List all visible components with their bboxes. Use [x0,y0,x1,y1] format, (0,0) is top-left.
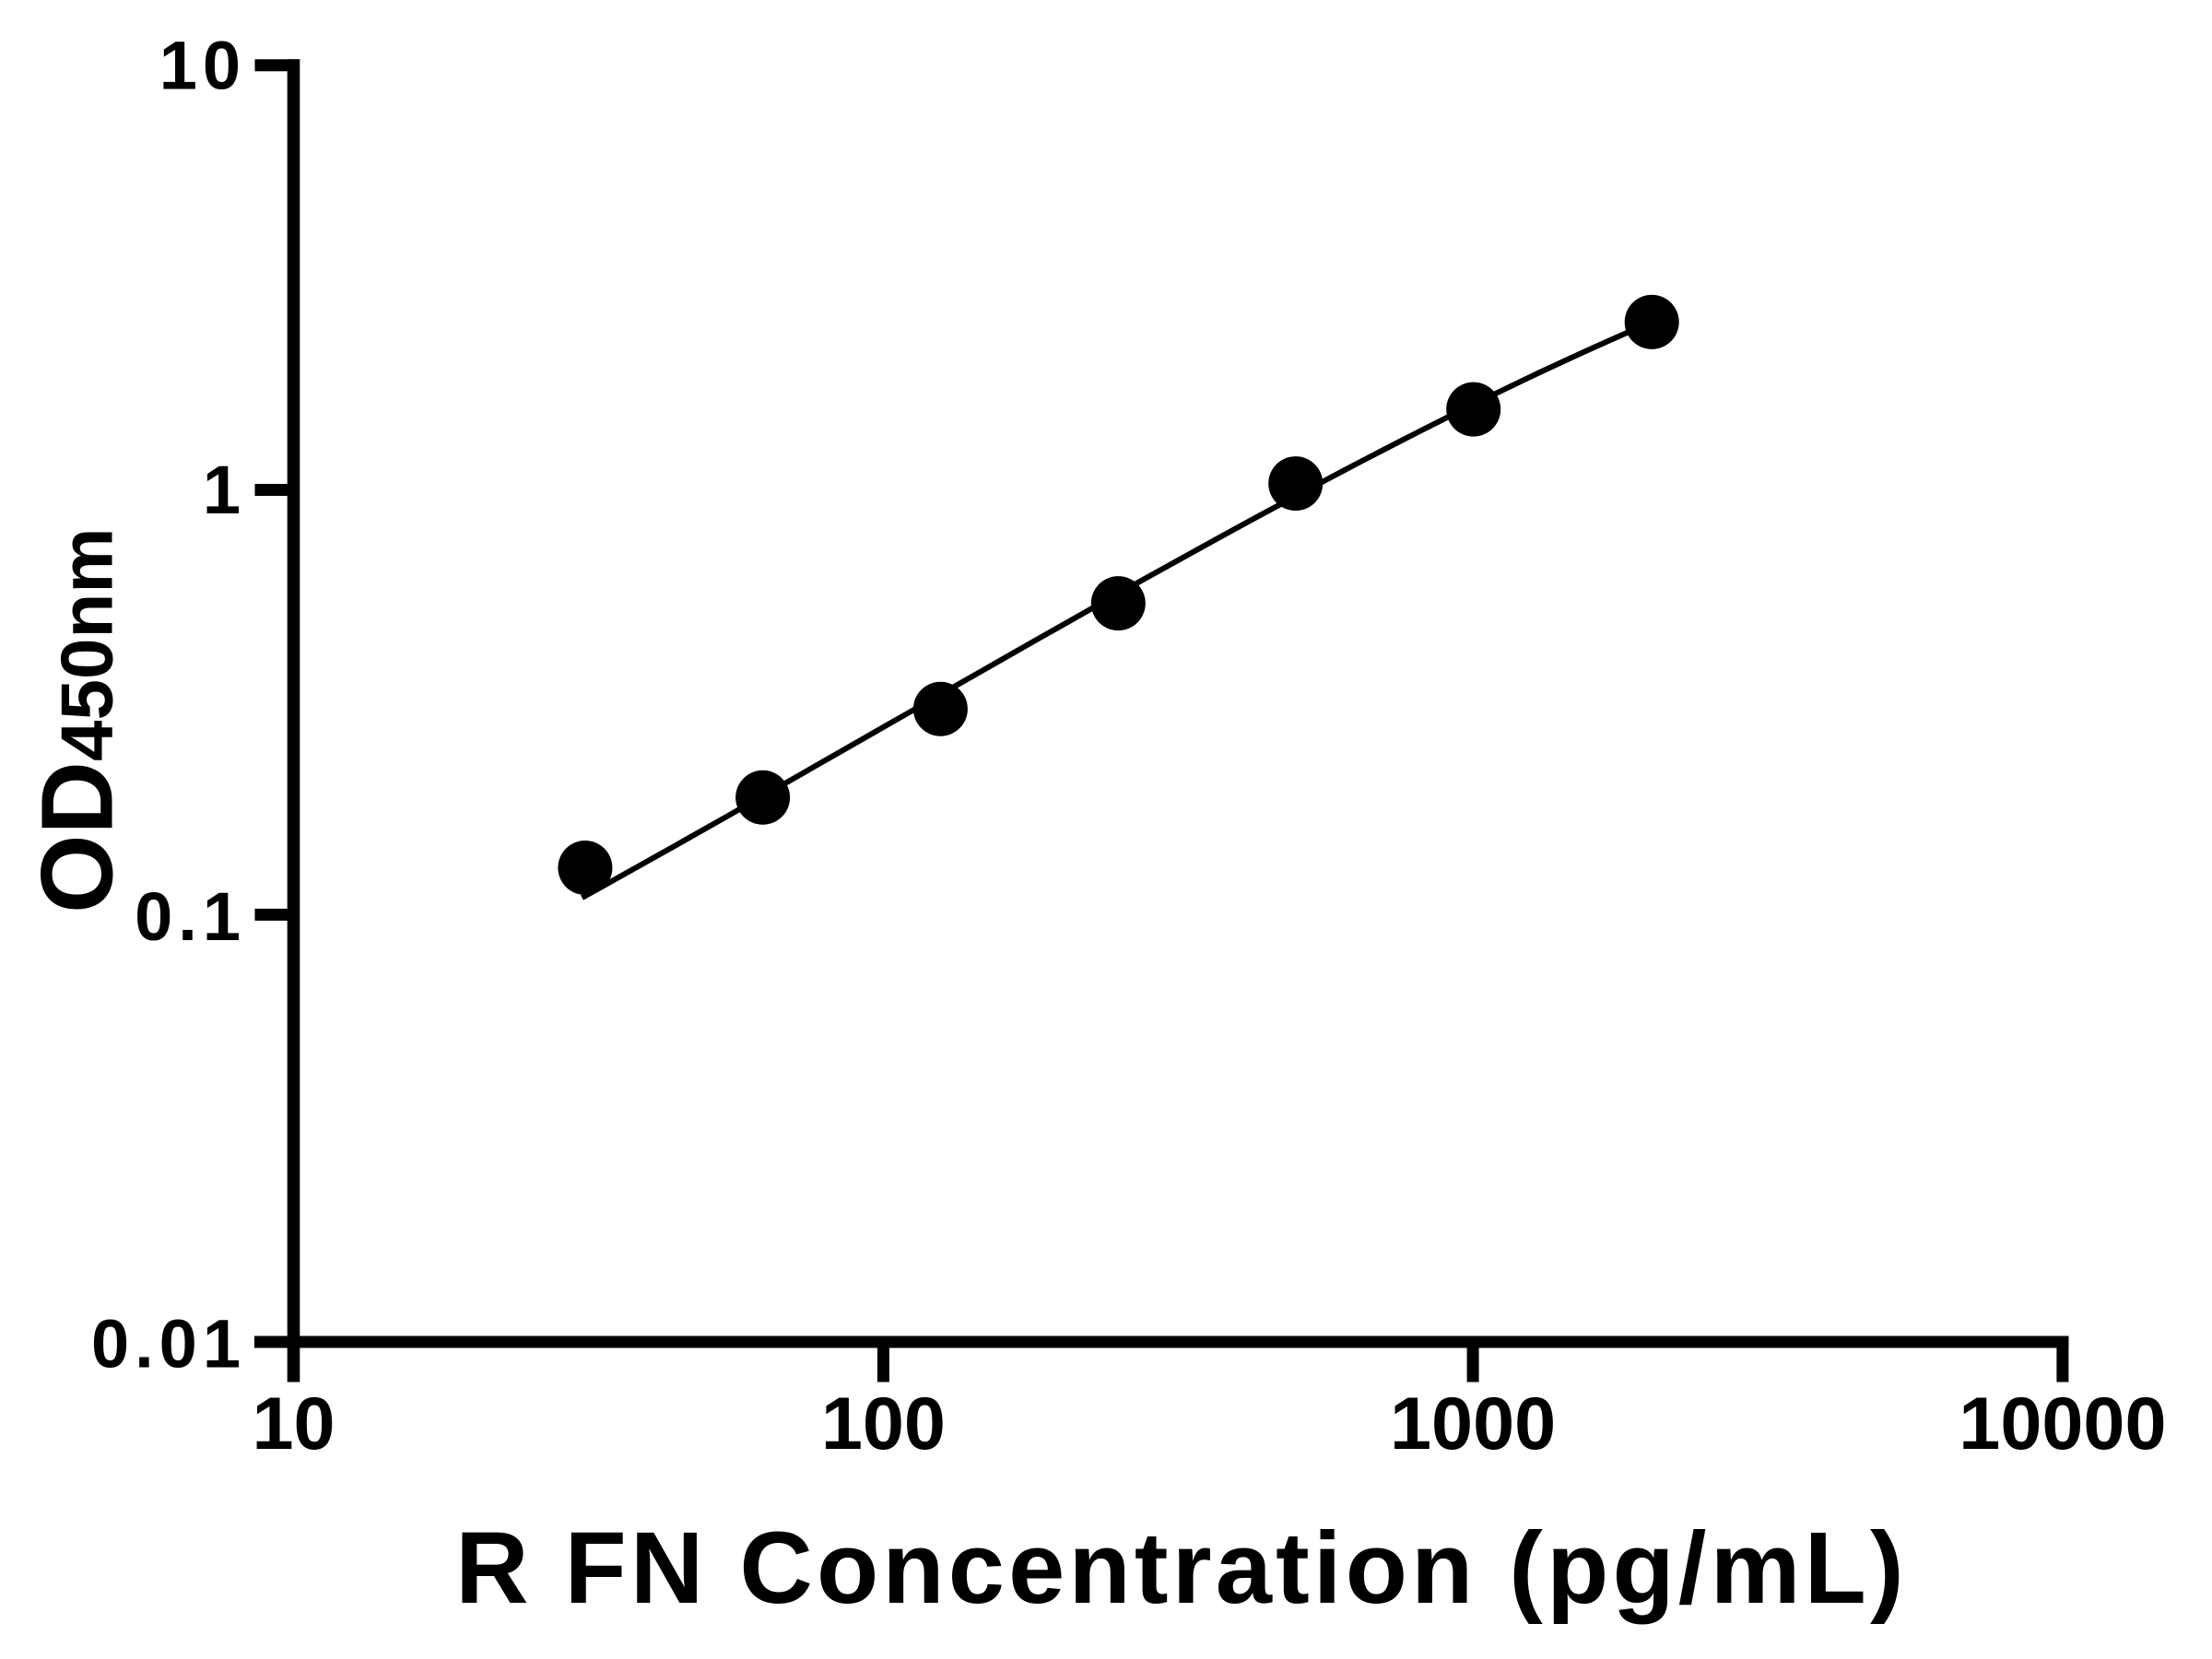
svg-text:10: 10 [252,1382,335,1465]
svg-text:100: 100 [821,1382,946,1465]
svg-text:1000: 1000 [1390,1382,1556,1465]
svg-text:R FN Concentration (pg/mL): R FN Concentration (pg/mL) [455,1512,1908,1625]
svg-text:0.1: 0.1 [135,878,246,955]
svg-text:0.01: 0.01 [91,1306,246,1382]
svg-text:10: 10 [159,28,246,104]
svg-text:1: 1 [203,452,246,528]
svg-text:10000: 10000 [1959,1382,2166,1465]
